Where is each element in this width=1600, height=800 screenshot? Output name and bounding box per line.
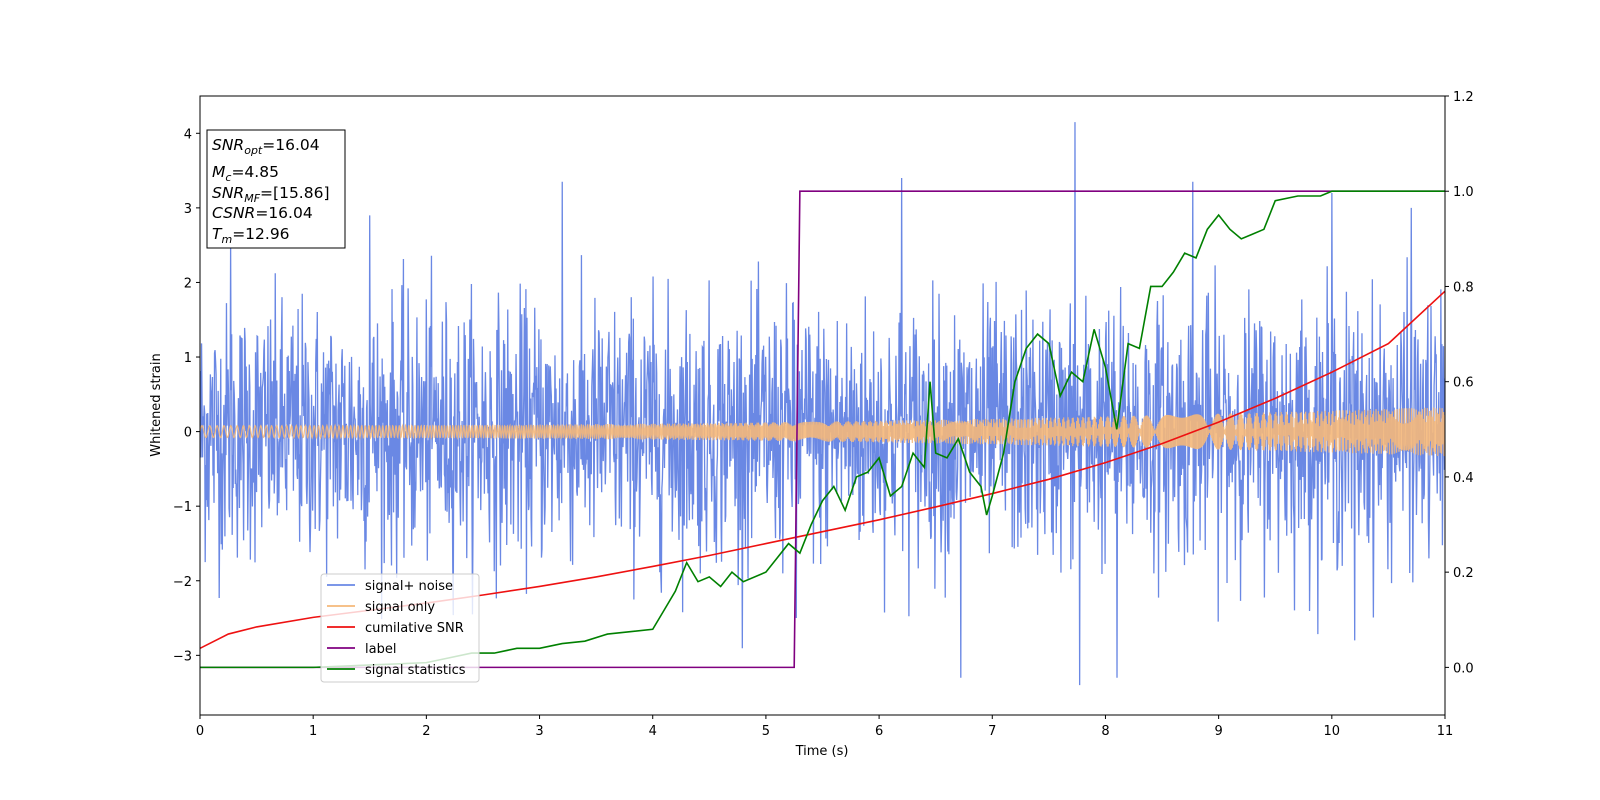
legend-entry: label — [365, 642, 396, 657]
legend-frame — [320, 573, 480, 683]
y2-tick-label: 0.6 — [1453, 376, 1474, 391]
info-line: CSNR=16.04 — [212, 204, 313, 222]
y-tick-label: 3 — [184, 202, 192, 217]
x-tick-label: 4 — [649, 724, 657, 739]
info-line: SNRMF=[15.86] — [212, 184, 330, 205]
series-label-line — [200, 190, 1445, 669]
x-tick-label: 11 — [1437, 724, 1454, 739]
x-axis: 0 1 2 3 4 5 6 7 8 9 10 11 — [196, 715, 1453, 739]
info-box-frame — [206, 129, 346, 249]
y-tick-label: 0 — [184, 426, 192, 441]
y2-tick-label: 0.8 — [1453, 280, 1474, 295]
series-signal-statistics-line — [200, 190, 1445, 669]
legend-entry: signal statistics — [365, 663, 466, 678]
y2-tick-label: 1.0 — [1453, 185, 1474, 200]
y-tick-label: −1 — [173, 500, 192, 515]
info-line: Tm=12.96 — [212, 225, 290, 246]
info-line: Mc=4.85 — [212, 163, 279, 184]
y-tick-label: 1 — [184, 351, 192, 366]
info-box: SNRopt=16.04 Mc=4.85SNRMF=[15.86]CSNR=16.… — [206, 129, 346, 249]
x-tick-label: 2 — [422, 724, 430, 739]
plot-frame — [199, 95, 1446, 716]
x-tick-label: 0 — [196, 724, 204, 739]
y-tick-label: 4 — [184, 127, 192, 142]
y-axis-right: 0.0 0.2 0.4 0.6 0.8 1.0 1.2 — [1445, 90, 1474, 676]
y-axis-left: −3 −2 −1 0 1 2 3 4 — [173, 127, 200, 664]
y-tick-label: 2 — [184, 276, 192, 291]
x-tick-label: 6 — [875, 724, 883, 739]
x-tick-label: 3 — [535, 724, 543, 739]
x-tick-label: 9 — [1214, 724, 1222, 739]
x-axis-label: Time (s) — [795, 744, 849, 759]
x-tick-label: 7 — [988, 724, 996, 739]
legend-entry: signal only — [365, 600, 435, 615]
x-tick-label: 1 — [309, 724, 317, 739]
y2-tick-label: 0.2 — [1453, 566, 1474, 581]
x-tick-label: 8 — [1101, 724, 1109, 739]
y2-tick-label: 0.0 — [1453, 661, 1474, 676]
series-signal-only-line — [200, 407, 1445, 457]
legend-entry: cumilative SNR — [365, 621, 464, 636]
y-tick-label: −2 — [173, 575, 192, 590]
legend: signal+ noise signal only cumilative SNR la… — [320, 573, 480, 683]
x-tick-label: 10 — [1324, 724, 1341, 739]
x-tick-label: 5 — [762, 724, 770, 739]
y2-tick-label: 0.4 — [1453, 471, 1474, 486]
legend-entry: signal+ noise — [365, 579, 453, 594]
info-line: SNRopt=16.04 — [212, 136, 320, 157]
y2-tick-label: 1.2 — [1453, 90, 1474, 105]
y-tick-label: −3 — [173, 649, 192, 664]
y-axis-label: Whitened strain — [149, 353, 164, 456]
